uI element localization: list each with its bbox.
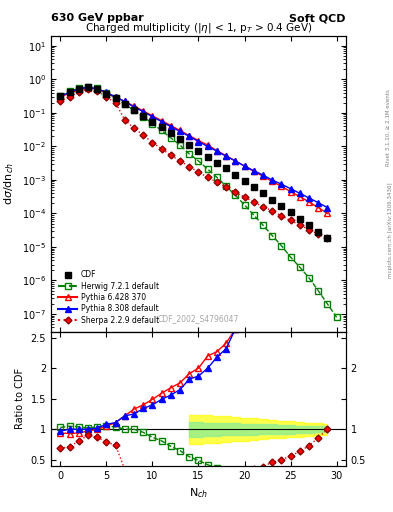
Text: Rivet 3.1.10, ≥ 2.1M events: Rivet 3.1.10, ≥ 2.1M events [386, 90, 391, 166]
Text: mcplots.cern.ch [arXiv:1306.3436]: mcplots.cern.ch [arXiv:1306.3436] [387, 183, 393, 278]
Y-axis label: d$\sigma$/dn$_{ch}$: d$\sigma$/dn$_{ch}$ [3, 162, 17, 205]
Y-axis label: Ratio to CDF: Ratio to CDF [15, 368, 25, 429]
Legend: CDF, Herwig 7.2.1 default, Pythia 6.428 370, Pythia 8.308 default, Sherpa 2.2.9 : CDF, Herwig 7.2.1 default, Pythia 6.428 … [55, 267, 162, 328]
Text: 630 GeV ppbar: 630 GeV ppbar [51, 13, 144, 23]
Text: Soft QCD: Soft QCD [289, 13, 346, 23]
X-axis label: N$_{ch}$: N$_{ch}$ [189, 486, 208, 500]
Text: CDF_2002_S4796047: CDF_2002_S4796047 [158, 314, 239, 323]
Title: Charged multiplicity ($|\eta|$ < 1, p$_T$ > 0.4 GeV): Charged multiplicity ($|\eta|$ < 1, p$_T… [85, 21, 312, 35]
